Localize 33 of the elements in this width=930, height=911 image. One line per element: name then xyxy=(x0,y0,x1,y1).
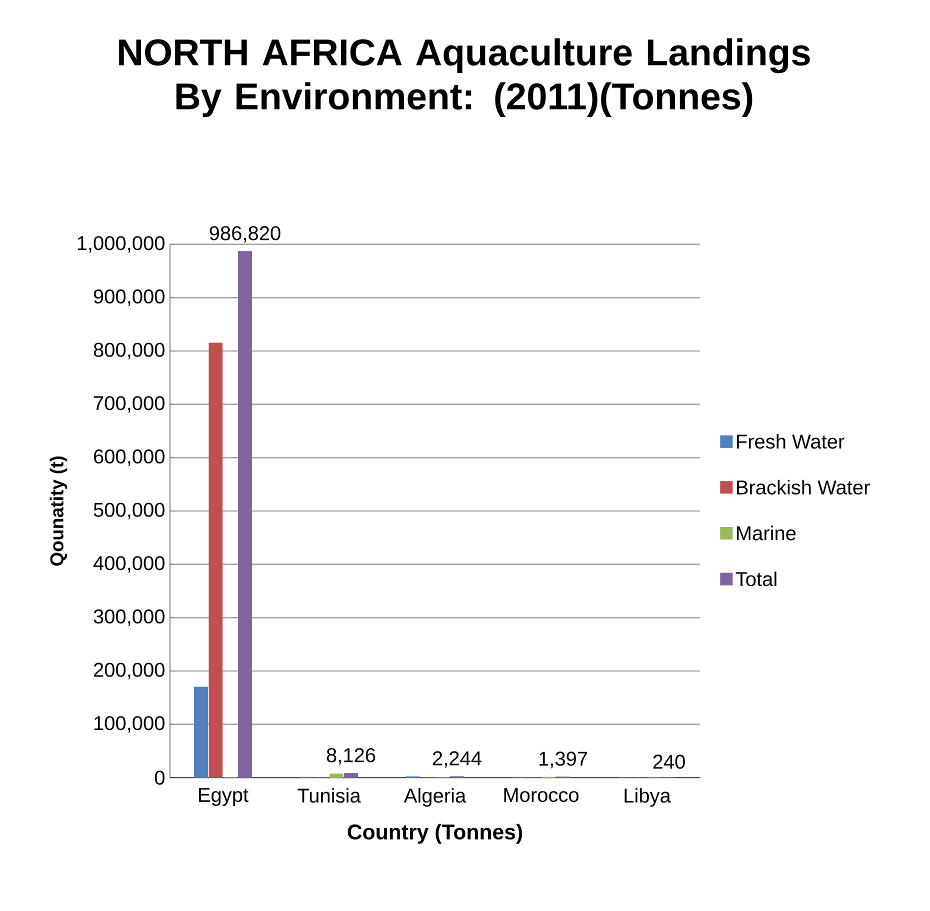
y-tick-label: 400,000 xyxy=(93,556,164,573)
bar xyxy=(329,774,344,778)
data-label: 986,820 xyxy=(210,226,280,243)
bar xyxy=(344,773,358,778)
legend-label: Total xyxy=(736,571,776,586)
data-label: 8,126 xyxy=(326,748,376,765)
y-axis-title: Qounatity (t) xyxy=(50,456,68,566)
data-label: 2,244 xyxy=(432,751,482,768)
bar xyxy=(238,251,252,778)
y-tick-label: 1,000,000 xyxy=(78,236,164,253)
chart-title: NORTH AFRICA Aquaculture Landings By Environment: (2011)(Tonnes) xyxy=(119,38,810,118)
x-tick-label: Libya xyxy=(624,788,671,807)
x-tick-label: Egypt xyxy=(199,788,248,806)
x-axis-title: Country (Tonnes) xyxy=(348,824,522,844)
y-tick-label: 800,000 xyxy=(94,342,164,360)
y-tick-label: 300,000 xyxy=(94,609,164,626)
y-tick-label: 200,000 xyxy=(94,662,164,680)
data-label: 240 xyxy=(653,754,685,769)
legend-label: Fresh Water xyxy=(737,434,844,449)
y-tick-label: 900,000 xyxy=(94,289,164,306)
bar xyxy=(208,342,223,778)
data-label: 1,397 xyxy=(540,752,588,768)
y-tick-label: 700,000 xyxy=(94,396,164,413)
y-tick-label: 100,000 xyxy=(94,716,164,733)
x-tick-label: Morocco xyxy=(504,788,579,802)
y-tick-label: 500,000 xyxy=(94,502,164,520)
x-tick-label: Algeria xyxy=(404,788,466,807)
legend-label: Brackish Water xyxy=(737,480,870,495)
legend-label: Marine xyxy=(737,526,796,540)
x-tick-label: Tunisia xyxy=(298,788,361,803)
y-tick-label: 600,000 xyxy=(94,449,164,466)
bar xyxy=(194,686,208,778)
y-tick-label: 0 xyxy=(154,770,164,785)
